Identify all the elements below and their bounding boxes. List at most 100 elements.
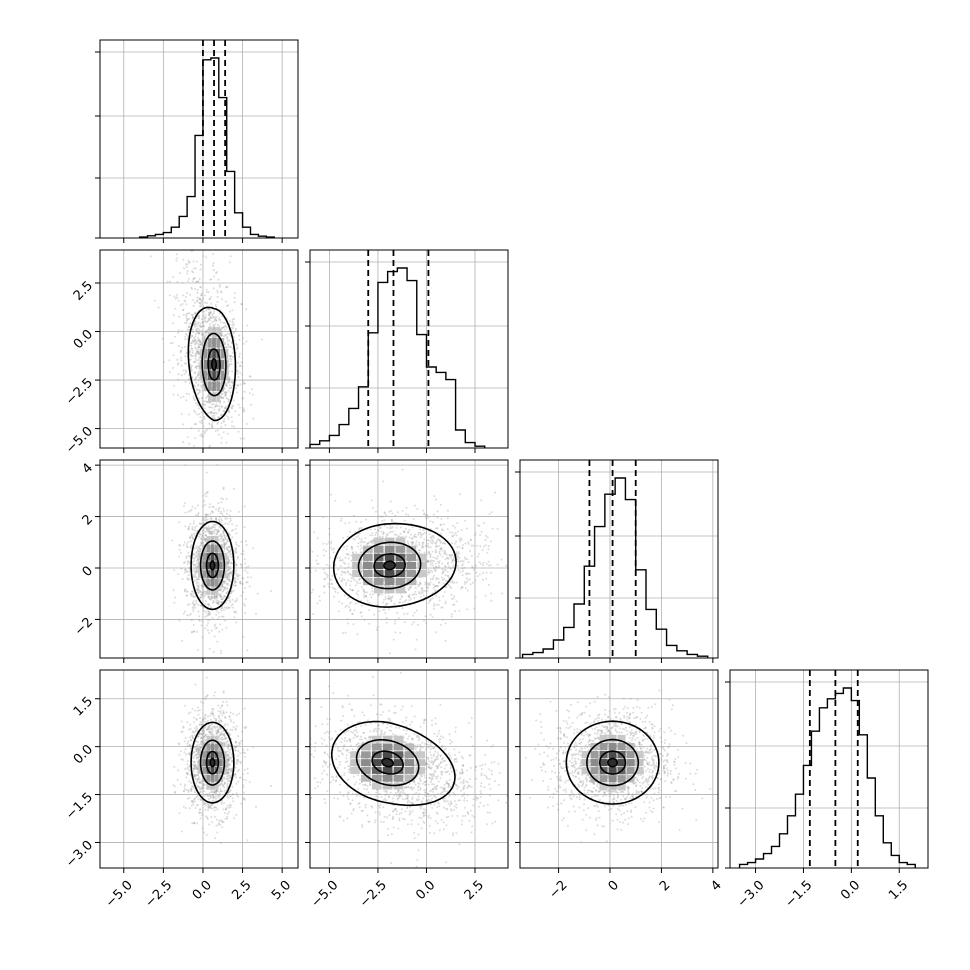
scatter-point — [391, 519, 393, 522]
density-cell — [208, 337, 212, 348]
scatter-point — [215, 403, 218, 406]
scatter-point — [237, 555, 240, 558]
scatter-point — [205, 291, 208, 294]
scatter-point — [223, 534, 226, 537]
scatter-point — [196, 342, 199, 345]
scatter-point — [217, 710, 220, 713]
scatter-point — [466, 608, 469, 611]
scatter-point — [211, 597, 214, 600]
scatter-point — [195, 725, 198, 728]
scatter-point — [374, 528, 377, 531]
contour — [373, 552, 406, 578]
scatter-point — [351, 612, 354, 615]
scatter-point — [433, 495, 436, 498]
scatter-point — [218, 539, 220, 542]
scatter-point — [205, 331, 208, 334]
scatter-point — [224, 723, 227, 726]
scatter-point — [435, 585, 438, 587]
scatter-point — [190, 286, 193, 289]
scatter-point — [451, 559, 454, 562]
scatter-point — [226, 285, 229, 288]
scatter-point — [312, 588, 315, 591]
scatter-point — [422, 509, 425, 512]
scatter-point — [221, 598, 223, 600]
scatter-point — [196, 299, 199, 302]
scatter-point — [222, 585, 225, 588]
scatter-point — [203, 536, 205, 539]
hist-bars — [738, 687, 916, 868]
scatter-point — [428, 582, 431, 585]
scatter-point — [440, 547, 443, 550]
scatter-point — [204, 294, 207, 297]
scatter-point — [213, 791, 216, 794]
scatter-point — [329, 556, 332, 559]
scatter-point — [196, 822, 198, 825]
scatter-point — [243, 603, 246, 606]
scatter-point — [484, 544, 487, 547]
scatter-point — [193, 445, 195, 448]
scatter-point — [192, 361, 195, 364]
scatter-point — [220, 422, 223, 425]
scatter-point — [448, 577, 450, 579]
scatter-point — [195, 578, 198, 581]
scatter-point — [466, 579, 469, 582]
scatter-point — [182, 369, 185, 372]
scatter-point — [255, 806, 257, 808]
scatter-point — [181, 346, 184, 349]
scatter-point — [194, 573, 197, 576]
scatter-point — [191, 328, 194, 331]
scatter-point — [458, 493, 461, 496]
scatter-point — [243, 390, 246, 393]
scatter-point — [231, 603, 234, 606]
scatter-point — [225, 326, 228, 329]
scatter-point — [201, 332, 204, 335]
scatter-point — [185, 316, 188, 319]
scatter-point — [226, 539, 229, 542]
scatter-point — [218, 526, 221, 529]
scatter-point — [428, 584, 431, 586]
scatter-point — [225, 607, 228, 610]
scatter-point — [197, 327, 200, 330]
scatter-point — [219, 727, 222, 730]
scatter-point — [230, 519, 232, 522]
scatter-point — [184, 568, 187, 570]
scatter-point — [209, 411, 212, 414]
scatter-point — [429, 546, 432, 549]
scatter-point — [204, 537, 207, 540]
scatter-point — [193, 529, 196, 532]
scatter-point — [193, 745, 196, 748]
scatter-point — [444, 639, 447, 642]
scatter-point — [229, 255, 232, 258]
scatter-point — [193, 557, 196, 560]
scatter-point — [226, 332, 229, 335]
scatter-point — [207, 291, 210, 294]
scatter-point — [222, 539, 225, 541]
scatter-point — [407, 588, 410, 591]
scatter-point — [380, 515, 383, 518]
scatter-point — [202, 402, 204, 405]
scatter-point — [383, 511, 386, 514]
scatter-point — [389, 500, 392, 503]
scatter-point — [183, 505, 186, 508]
scatter-point — [393, 602, 396, 605]
scatter-point — [219, 596, 222, 599]
scatter-point — [198, 346, 200, 348]
scatter-point — [435, 578, 438, 581]
scatter-point — [179, 304, 182, 307]
scatter-point — [204, 331, 207, 334]
scatter-point — [215, 789, 218, 792]
scatter-point — [202, 586, 205, 589]
scatter-point — [191, 376, 194, 379]
scatter-point — [356, 582, 359, 585]
scatter-point — [438, 581, 441, 584]
scatter-point — [358, 532, 361, 535]
scatter-point — [193, 532, 196, 535]
scatter-point — [189, 535, 192, 538]
scatter-point — [429, 555, 432, 558]
scatter-point — [461, 559, 464, 562]
scatter-point — [193, 553, 196, 556]
scatter-point — [204, 301, 207, 304]
scatter-point — [212, 287, 215, 290]
scatter-point — [226, 358, 229, 361]
scatter-point — [479, 562, 482, 565]
